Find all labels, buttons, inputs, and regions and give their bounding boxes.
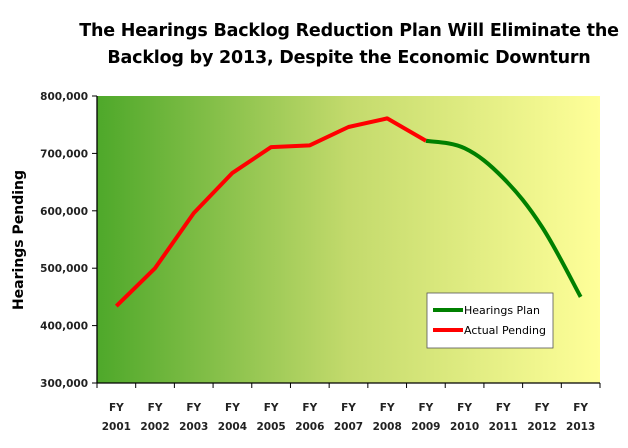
x-tick-label-year: 2007	[334, 421, 363, 433]
y-tick-label: 600,000	[40, 206, 88, 218]
y-tick-label: 400,000	[40, 321, 88, 333]
legend-label: Hearings Plan	[464, 304, 540, 317]
x-tick-label-prefix: FY	[380, 402, 395, 414]
x-tick-label-year: 2011	[489, 421, 518, 433]
chart-title-line-2: Backlog by 2013, Despite the Economic Do…	[107, 48, 591, 68]
x-tick-label-prefix: FY	[418, 402, 433, 414]
x-tick-label-prefix: FY	[264, 402, 279, 414]
x-tick-label-year: 2010	[450, 421, 479, 433]
series-layer	[114, 116, 583, 308]
x-tick-label-prefix: FY	[109, 402, 124, 414]
x-tick-label-year: 2013	[566, 421, 595, 433]
x-tick-label-prefix: FY	[535, 402, 550, 414]
x-tick-label-year: 2008	[373, 421, 402, 433]
x-tick-label-year: 2005	[256, 421, 285, 433]
x-tick-label-year: 2009	[411, 421, 440, 433]
x-tick-label-year: 2012	[527, 421, 556, 433]
y-tick-label: 300,000	[40, 378, 88, 390]
chart-title: The Hearings Backlog Reduction Plan Will…	[70, 18, 628, 72]
y-tick-label: 700,000	[40, 148, 88, 160]
x-tick-label-prefix: FY	[573, 402, 588, 414]
x-tick-label-year: 2006	[295, 421, 324, 433]
x-axis: FY 2001 FY 2002 FY 2003 FY 2004 FY 2005 FY 2006 FY 20…	[96, 382, 601, 433]
legend: Hearings Plan Actual Pending	[426, 292, 554, 349]
x-tick-label-year: 2001	[102, 421, 131, 433]
x-tick-label-year: 2004	[218, 421, 247, 433]
y-axis-title: Hearings Pending	[11, 170, 27, 310]
x-tick-label-prefix: FY	[457, 402, 472, 414]
x-tick-label-year: 2002	[140, 421, 169, 433]
chart-title-line-1: The Hearings Backlog Reduction Plan Will…	[79, 21, 619, 41]
y-tick-label: 800,000	[40, 91, 88, 103]
x-tick-label-prefix: FY	[302, 402, 317, 414]
x-tick-label-prefix: FY	[496, 402, 511, 414]
legend-label: Actual Pending	[464, 324, 546, 337]
series-line-hearings-plan	[425, 138, 583, 298]
y-tick-label: 500,000	[40, 263, 88, 275]
y-axis: 300,000 400,000 500,000 600,000 700,000 800,0…	[40, 91, 98, 390]
legend-box	[426, 292, 554, 349]
x-tick-label-prefix: FY	[341, 402, 356, 414]
x-tick-label-prefix: FY	[186, 402, 201, 414]
x-tick-label-prefix: FY	[148, 402, 163, 414]
x-tick-label-year: 2003	[179, 421, 208, 433]
x-tick-label-prefix: FY	[225, 402, 240, 414]
